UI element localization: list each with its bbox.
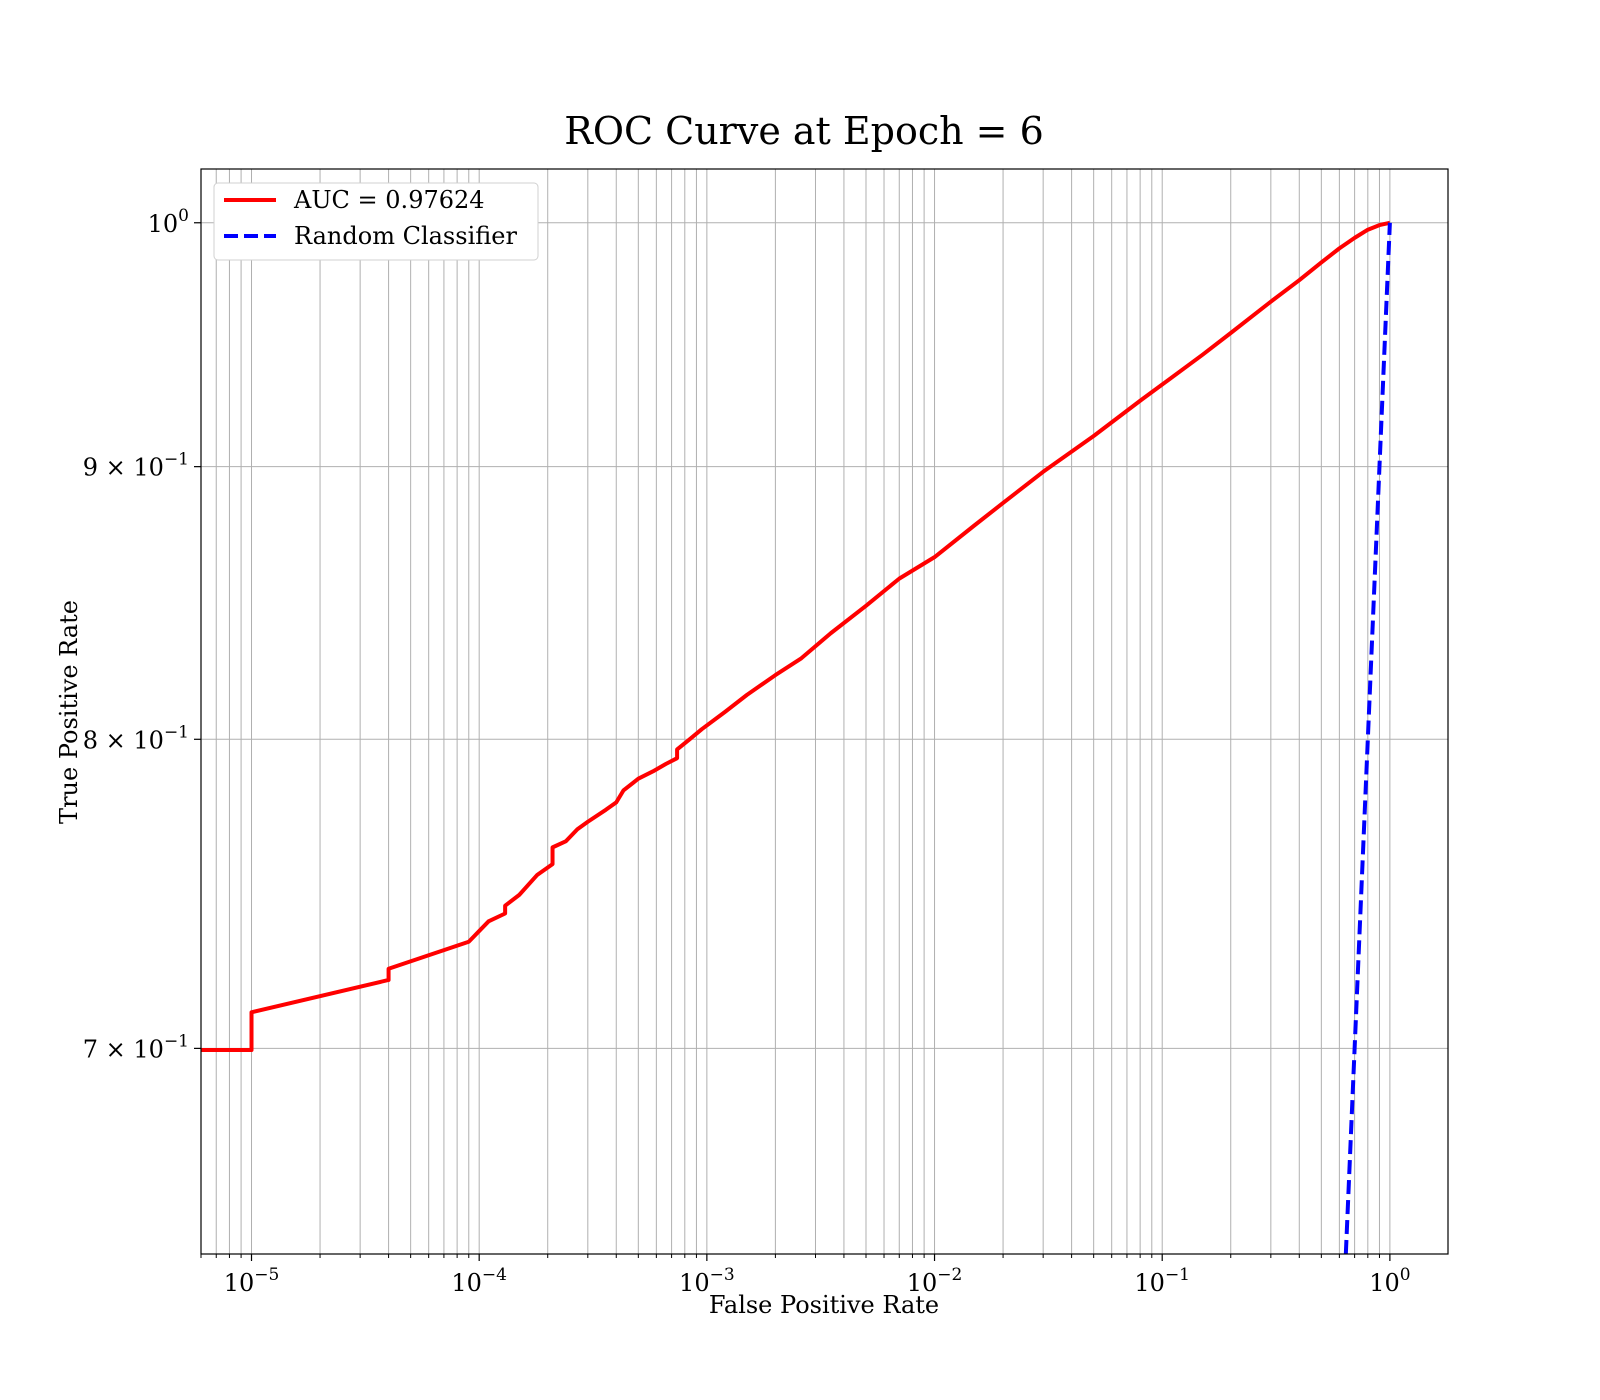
legend-frame [213, 182, 539, 261]
y-tick-label: 7 × 10−1 [83, 1031, 189, 1063]
legend: AUC = 0.97624 Random Classifier [213, 182, 539, 261]
grid-lines [200, 169, 1448, 1254]
legend-label-random: Random Classifier [294, 222, 517, 250]
legend-label-auc: AUC = 0.97624 [293, 186, 485, 214]
series-line-1 [1343, 222, 1392, 1254]
x-tick-label: 10−2 [907, 1265, 963, 1297]
y-tick-label: 9 × 10−1 [83, 450, 189, 482]
plot-frame [200, 168, 1449, 1255]
x-axis-label: False Positive Rate [709, 1291, 939, 1319]
x-tick-label: 10−5 [224, 1265, 280, 1297]
x-tick-label: 10−3 [679, 1265, 735, 1297]
chart-title: ROC Curve at Epoch = 6 [564, 109, 1044, 153]
y-tick-label: 100 [148, 206, 189, 238]
x-tick-label: 10−4 [451, 1265, 507, 1297]
y-tick-label: 8 × 10−1 [83, 722, 189, 754]
y-axis-ticks: 7 × 10−1 8 × 10−1 9 × 10−1 100 [83, 206, 201, 1063]
x-tick-label: 10−1 [1134, 1265, 1190, 1297]
x-axis-ticks: 10−5 10−4 10−3 10−2 10−1 100 [200, 1254, 1411, 1297]
y-axis-label: True Positive Rate [55, 600, 83, 824]
series-line-0 [201, 220, 1391, 1053]
x-tick-label: 100 [1369, 1265, 1410, 1297]
series-layer [201, 220, 1392, 1254]
